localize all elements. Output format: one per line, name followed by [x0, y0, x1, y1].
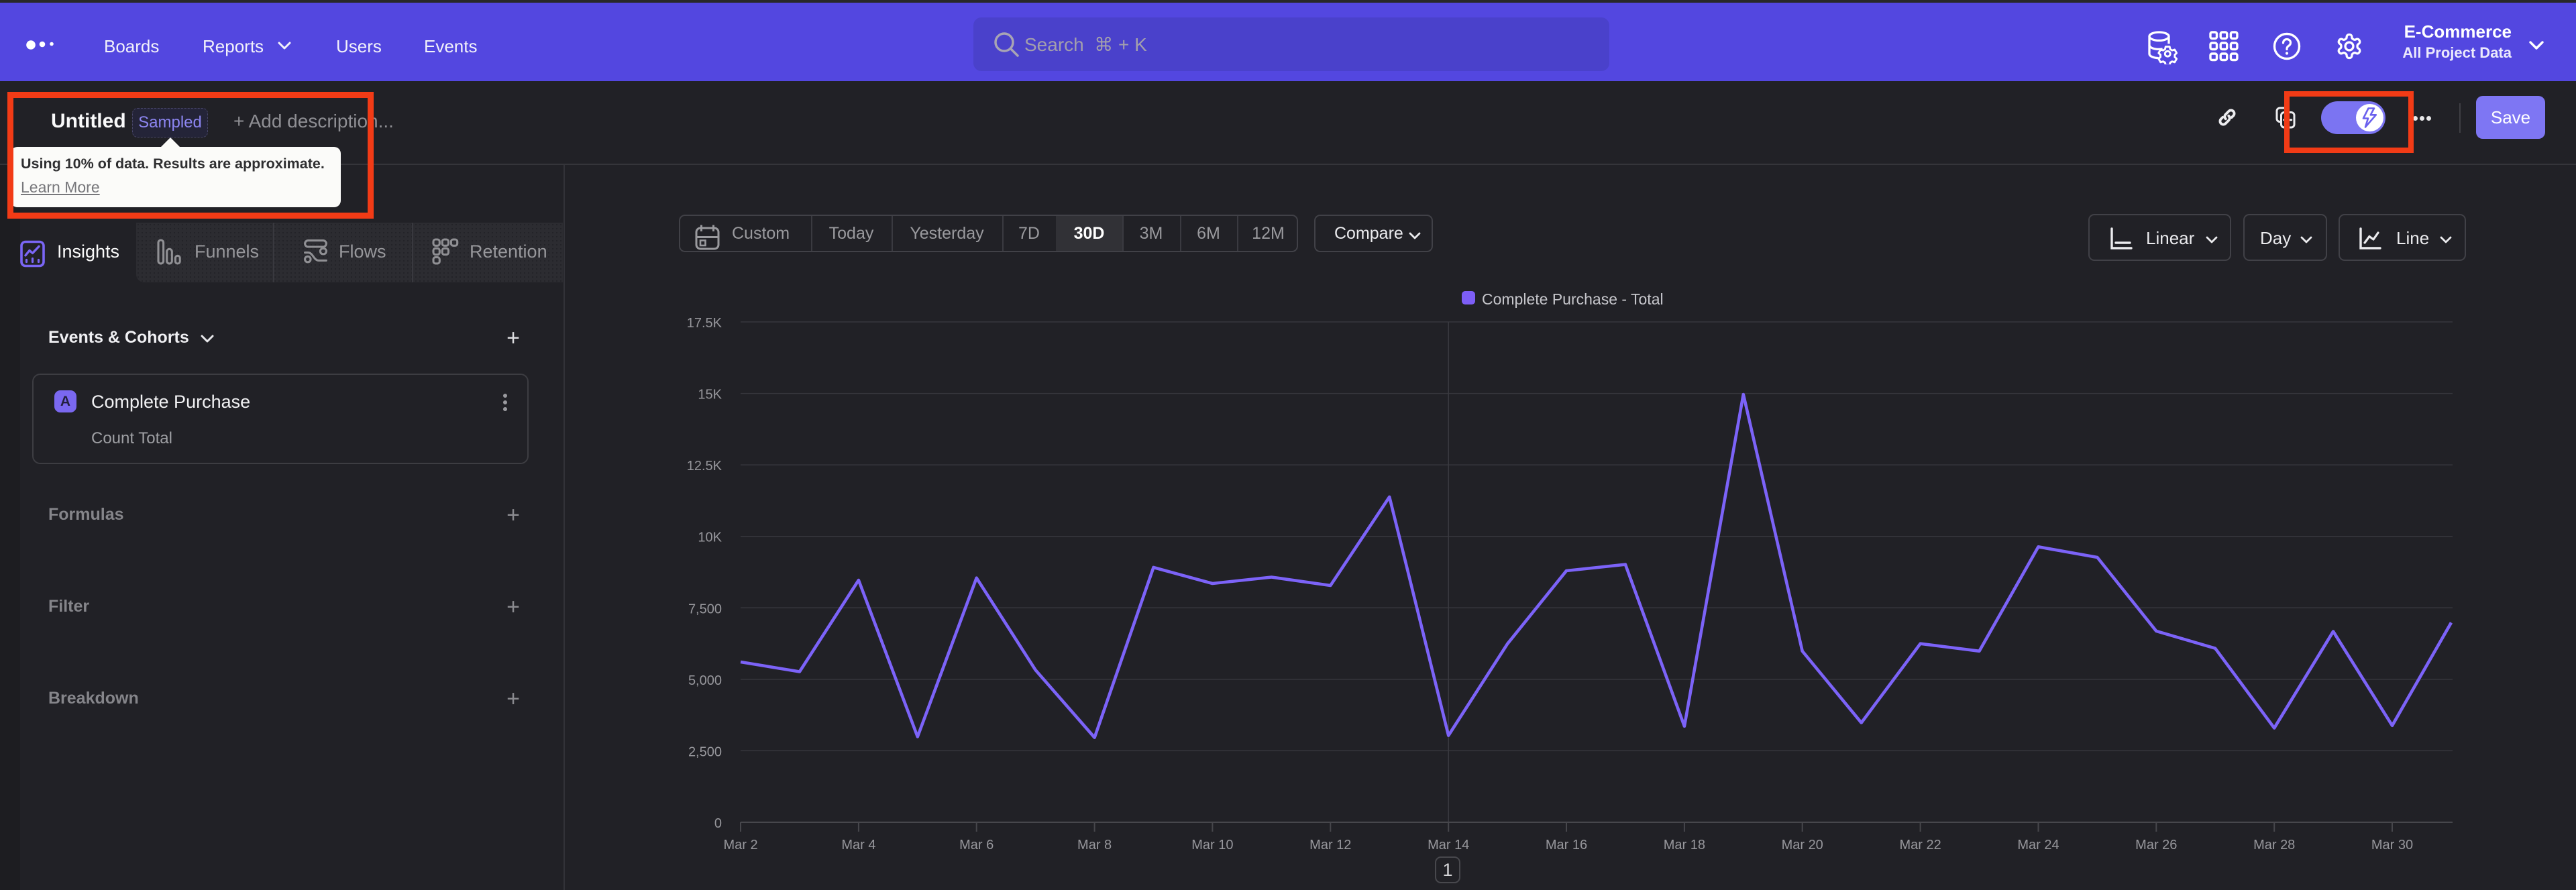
svg-text:Mar 22: Mar 22	[1899, 838, 1941, 852]
svg-text:Mar 18: Mar 18	[1664, 838, 1705, 852]
svg-text:Mar 6: Mar 6	[959, 838, 994, 852]
svg-text:Mar 24: Mar 24	[2017, 838, 2059, 852]
svg-text:12.5K: 12.5K	[687, 459, 722, 474]
svg-text:0: 0	[714, 816, 722, 831]
svg-text:Mar 2: Mar 2	[723, 838, 757, 852]
svg-text:Mar 4: Mar 4	[841, 838, 875, 852]
svg-text:10K: 10K	[698, 531, 722, 545]
svg-text:Mar 10: Mar 10	[1191, 838, 1233, 852]
svg-text:Mar 8: Mar 8	[1077, 838, 1112, 852]
svg-text:Mar 14: Mar 14	[1428, 838, 1469, 852]
svg-text:2,500: 2,500	[688, 744, 722, 759]
svg-text:5,000: 5,000	[688, 673, 722, 688]
svg-text:15K: 15K	[698, 388, 722, 402]
svg-text:Mar 16: Mar 16	[1546, 838, 1587, 852]
svg-text:Mar 30: Mar 30	[2371, 838, 2413, 852]
svg-text:Mar 20: Mar 20	[1782, 838, 1823, 852]
svg-text:Mar 28: Mar 28	[2253, 838, 2295, 852]
svg-text:Mar 26: Mar 26	[2135, 838, 2177, 852]
svg-text:Mar 12: Mar 12	[1309, 838, 1351, 852]
svg-text:17.5K: 17.5K	[687, 316, 722, 331]
svg-text:7,500: 7,500	[688, 602, 722, 616]
